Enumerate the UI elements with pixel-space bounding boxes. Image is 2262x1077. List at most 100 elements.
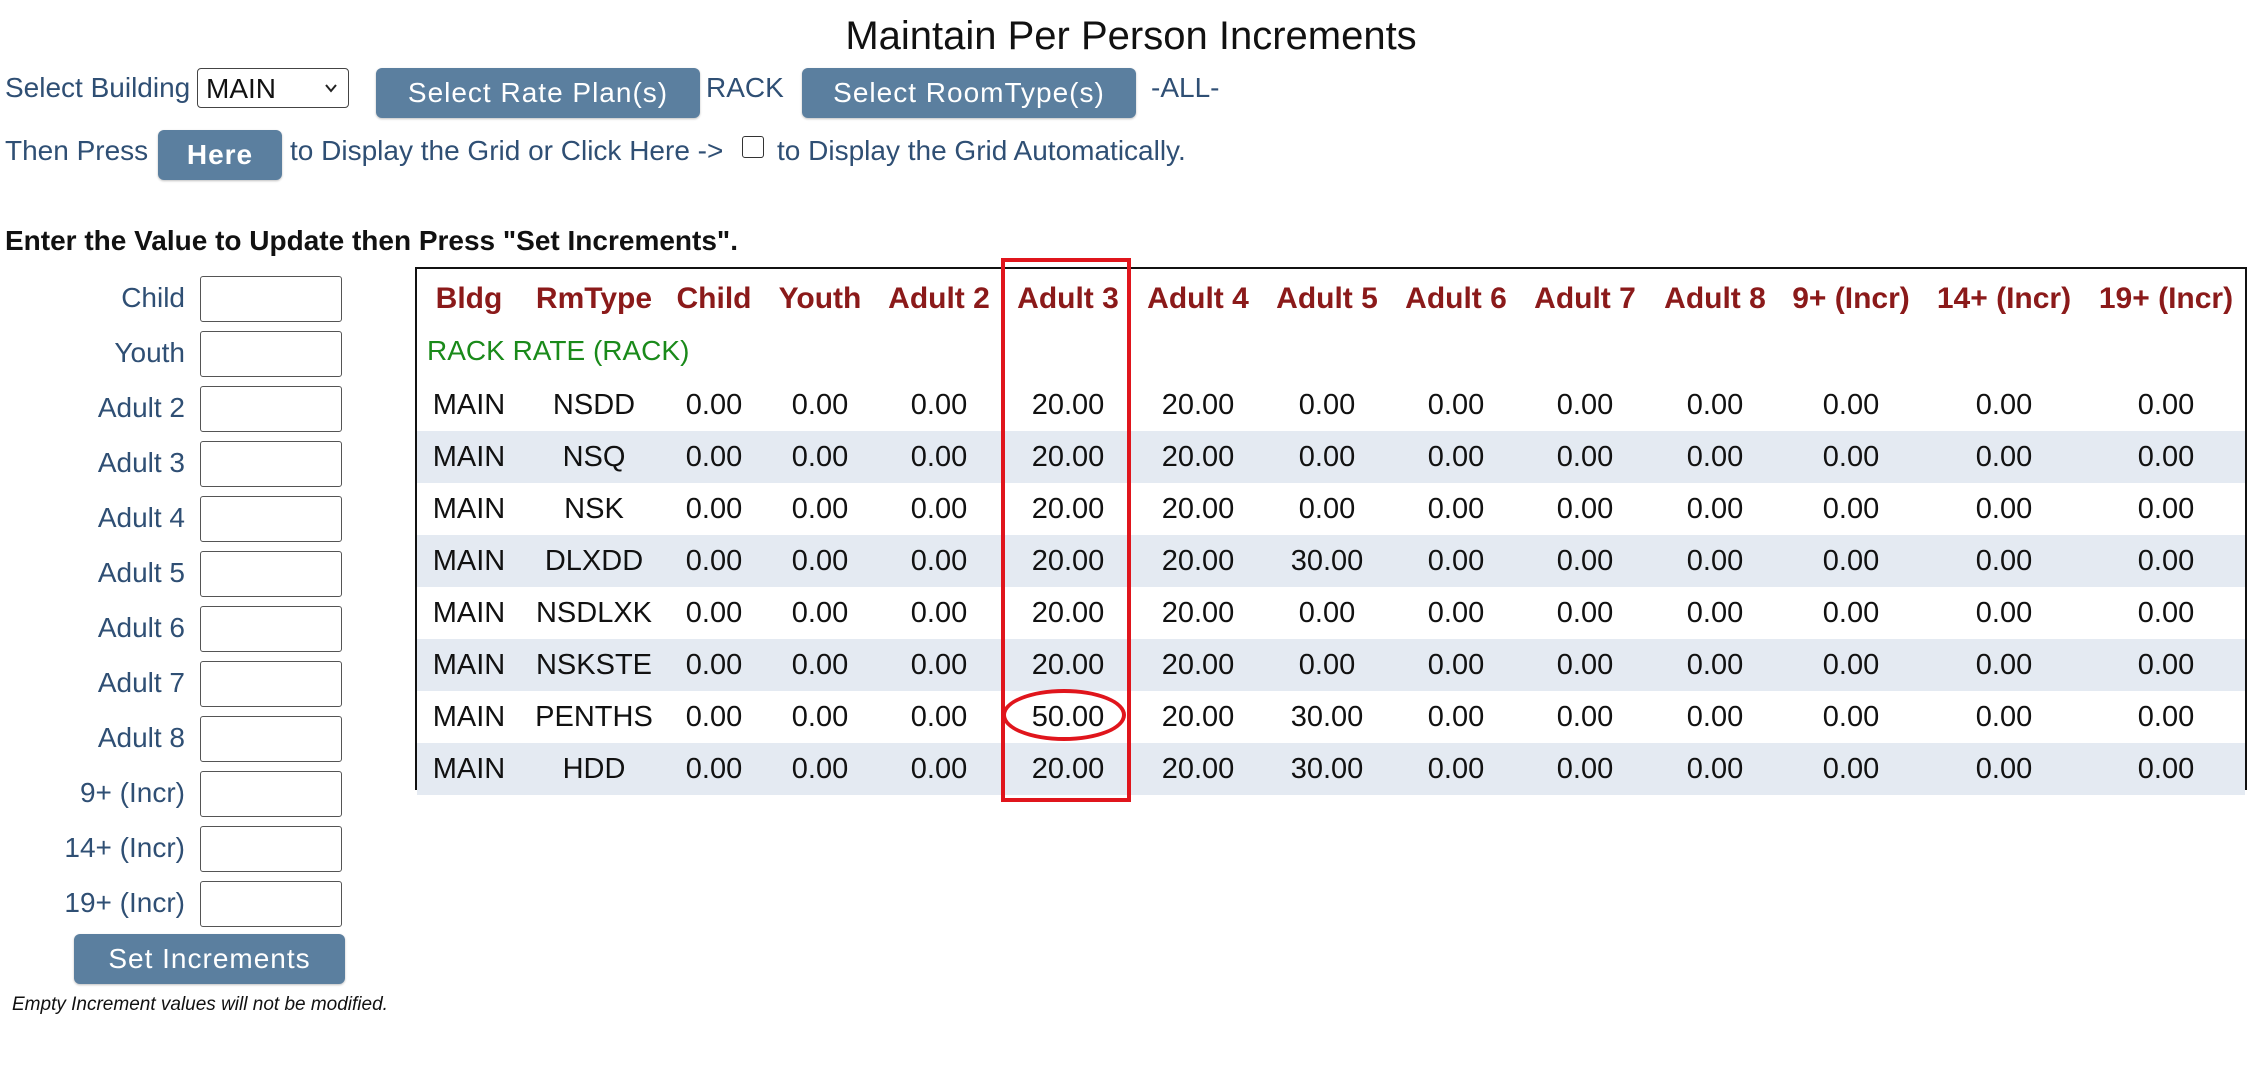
table-cell: NSDLXK: [535, 597, 653, 629]
increment-input-adult-6[interactable]: [200, 606, 342, 652]
table-cell: 0.00: [2137, 597, 2195, 629]
table-cell: 0.00: [2137, 701, 2195, 733]
select-rate-plans-button[interactable]: Select Rate Plan(s): [376, 68, 700, 118]
table-cell: 0.00: [1427, 545, 1485, 577]
table-cell: 0.00: [1427, 493, 1485, 525]
table-cell: MAIN: [432, 545, 506, 577]
table-cell: 0.00: [2137, 753, 2195, 785]
highlight-column-annotation: [1001, 258, 1131, 802]
increment-input-adult-3[interactable]: [200, 441, 342, 487]
increment-row-adult-7: Adult 7: [0, 661, 345, 709]
table-cell: 20.00: [1031, 441, 1105, 473]
display-grid-text: to Display the Grid or Click Here ->: [290, 135, 724, 166]
select-roomtypes-button[interactable]: Select RoomType(s): [802, 68, 1136, 118]
table-cell: 20.00: [1161, 389, 1235, 421]
increment-label: Youth: [114, 337, 185, 368]
increment-input-adult-4[interactable]: [200, 496, 342, 542]
table-cell: 0.00: [685, 753, 743, 785]
table-cell: 0.00: [791, 597, 849, 629]
table-cell: 0.00: [910, 597, 968, 629]
table-cell: 0.00: [1975, 649, 2033, 681]
table-cell: 20.00: [1031, 649, 1105, 681]
table-cell: 0.00: [1556, 649, 1614, 681]
table-cell: 0.00: [2137, 493, 2195, 525]
table-cell: 0.00: [1298, 649, 1356, 681]
table-cell: 0.00: [1822, 389, 1880, 421]
table-cell: MAIN: [432, 493, 506, 525]
table-cell: 0.00: [791, 389, 849, 421]
table-cell: 20.00: [1161, 753, 1235, 785]
column-header-adult-3: Adult 3: [1017, 282, 1119, 315]
table-cell: 0.00: [1822, 753, 1880, 785]
increment-input-youth[interactable]: [200, 331, 342, 377]
then-press-label: Then Press: [5, 135, 149, 166]
table-row-stripe: [417, 535, 2245, 587]
table-cell: 0.00: [791, 649, 849, 681]
column-header-adult-5: Adult 5: [1276, 282, 1378, 315]
table-cell: 20.00: [1161, 649, 1235, 681]
increment-label: Child: [121, 282, 185, 313]
increment-input-adult-8[interactable]: [200, 716, 342, 762]
table-cell: 0.00: [1556, 701, 1614, 733]
auto-display-checkbox[interactable]: [742, 136, 764, 158]
table-cell: 0.00: [1556, 545, 1614, 577]
increment-label: Adult 3: [97, 447, 185, 478]
table-cell: 0.00: [1427, 597, 1485, 629]
table-cell: 0.00: [1822, 545, 1880, 577]
increment-input-child[interactable]: [200, 276, 342, 322]
table-cell: 0.00: [1298, 441, 1356, 473]
table-cell: 0.00: [2137, 389, 2195, 421]
table-cell: 0.00: [791, 545, 849, 577]
table-cell: MAIN: [432, 597, 506, 629]
table-cell: 0.00: [1822, 597, 1880, 629]
increment-input-adult-7[interactable]: [200, 661, 342, 707]
column-header-adult-7: Adult 7: [1534, 282, 1636, 315]
increment-input-19-incr[interactable]: [200, 881, 342, 927]
increment-row-14-incr: 14+ (Incr): [0, 826, 345, 874]
table-cell: 0.00: [910, 389, 968, 421]
auto-display-text: to Display the Grid Automatically.: [777, 135, 1186, 166]
table-cell: 0.00: [1686, 701, 1744, 733]
increment-input-9-incr[interactable]: [200, 771, 342, 817]
table-cell: MAIN: [432, 649, 506, 681]
table-cell: 0.00: [1556, 493, 1614, 525]
table-cell: NSKSTE: [535, 649, 653, 681]
set-increments-button[interactable]: Set Increments: [74, 934, 345, 984]
table-cell: DLXDD: [544, 545, 644, 577]
table-cell: 0.00: [791, 753, 849, 785]
rate-plan-label: RACK RATE (RACK): [427, 335, 690, 366]
here-button[interactable]: Here: [158, 130, 282, 180]
table-cell: 0.00: [685, 493, 743, 525]
column-header-adult-2: Adult 2: [888, 282, 990, 315]
column-header-youth: Youth: [778, 282, 862, 315]
table-row-stripe: [417, 743, 2245, 795]
increment-input-adult-2[interactable]: [200, 386, 342, 432]
table-cell: 0.00: [791, 701, 849, 733]
chevron-down-icon: [325, 84, 337, 93]
table-cell: 0.00: [910, 545, 968, 577]
table-cell: 0.00: [1975, 493, 2033, 525]
table-cell: 0.00: [1686, 545, 1744, 577]
table-cell: 20.00: [1031, 753, 1105, 785]
building-select[interactable]: MAIN: [197, 68, 349, 108]
table-cell: 20.00: [1161, 493, 1235, 525]
increment-input-adult-5[interactable]: [200, 551, 342, 597]
table-cell: 0.00: [1686, 649, 1744, 681]
table-cell: 0.00: [1975, 597, 2033, 629]
increment-input-14-incr[interactable]: [200, 826, 342, 872]
table-cell: 0.00: [1427, 753, 1485, 785]
increment-row-adult-5: Adult 5: [0, 551, 345, 599]
table-cell: 0.00: [1427, 701, 1485, 733]
table-cell: 0.00: [910, 701, 968, 733]
table-cell: 0.00: [685, 441, 743, 473]
table-row-stripe: [417, 639, 2245, 691]
increment-label: Adult 6: [97, 612, 185, 643]
increment-row-adult-4: Adult 4: [0, 496, 345, 544]
table-cell: 0.00: [1686, 753, 1744, 785]
column-header-adult-4: Adult 4: [1147, 282, 1249, 315]
table-cell: 0.00: [685, 649, 743, 681]
table-cell: 0.00: [1556, 597, 1614, 629]
highlight-cell-annotation: [1002, 689, 1126, 741]
table-cell: 0.00: [1686, 493, 1744, 525]
increment-label: Adult 4: [97, 502, 185, 533]
